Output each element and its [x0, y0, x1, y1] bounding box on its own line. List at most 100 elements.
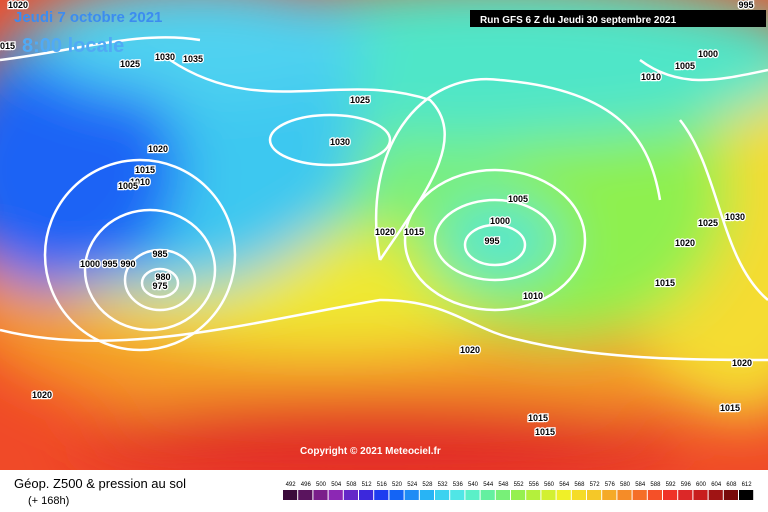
scale-swatch: [647, 490, 662, 500]
scale-label: 552: [514, 482, 525, 488]
scale-swatch: [723, 490, 738, 500]
isobar-label: 1020: [460, 345, 480, 355]
isobar-label: 1035: [183, 54, 203, 64]
scale-label: 532: [438, 482, 449, 488]
scale-label: 588: [650, 482, 661, 488]
isobar-label: 1010: [523, 291, 543, 301]
scale-label: 496: [301, 482, 312, 488]
scale-label: 592: [666, 482, 677, 488]
scale-swatch: [663, 490, 678, 500]
scale-swatch: [313, 490, 328, 500]
scale-swatch: [632, 490, 647, 500]
isobar-label: 1010: [130, 177, 150, 187]
scale-swatch: [495, 490, 510, 500]
isobar-label: 1000: [698, 49, 718, 59]
scale-swatch: [556, 490, 571, 500]
scale-swatch: [511, 490, 526, 500]
scale-label: 504: [331, 482, 342, 488]
run-box: [470, 10, 766, 27]
scale-swatch: [693, 490, 708, 500]
isobar-label: 990: [120, 259, 135, 269]
scale-label: 596: [681, 482, 692, 488]
isobar-label: 1015: [528, 413, 548, 423]
scale-swatch: [435, 490, 450, 500]
isobar-label: 1005: [675, 61, 695, 71]
isobar-label: 1025: [698, 218, 718, 228]
scale-label: 536: [453, 482, 464, 488]
scale-label: 568: [574, 482, 585, 488]
scale-label: 540: [468, 482, 479, 488]
scale-label: 584: [635, 482, 646, 488]
isobar-label: 995: [484, 236, 499, 246]
isobar-label: 1020: [675, 238, 695, 248]
scale-swatch: [389, 490, 404, 500]
scale-label: 516: [377, 482, 388, 488]
footer-subtitle: (+ 168h): [28, 495, 69, 507]
scale-swatch: [526, 490, 541, 500]
scale-swatch: [298, 490, 313, 500]
isobar-label: 1020: [375, 227, 395, 237]
scale-label: 548: [498, 482, 509, 488]
copyright: Copyright © 2021 Meteociel.fr: [300, 446, 441, 457]
isobar-label: 1005: [118, 181, 138, 191]
isobar-label: 1025: [350, 95, 370, 105]
isobar-label: 995: [102, 259, 117, 269]
scale-swatch: [587, 490, 602, 500]
footer-title: Géop. Z500 & pression au sol: [14, 476, 186, 491]
scale-swatch: [404, 490, 419, 500]
scale-label: 492: [286, 482, 297, 488]
isobar-label: 975: [152, 281, 167, 291]
scale-swatch: [739, 490, 754, 500]
scale-swatch: [419, 490, 434, 500]
scale-label: 604: [711, 482, 722, 488]
scale-label: 560: [544, 482, 555, 488]
isobar-label: 1020: [8, 0, 28, 10]
field: [0, 0, 768, 470]
scale-label: 576: [605, 482, 616, 488]
scale-label: 600: [696, 482, 707, 488]
isobar-label: 995: [738, 0, 753, 10]
scale-swatch: [343, 490, 358, 500]
isobar-label: 1010: [641, 72, 661, 82]
isobar-label: 1020: [732, 358, 752, 368]
isobar-label: 1015: [655, 278, 675, 288]
isobar-label: 980: [155, 272, 170, 282]
scale-swatch: [602, 490, 617, 500]
isobars: [0, 36, 768, 362]
isobar-label: 1000: [80, 259, 100, 269]
scale-label: 608: [726, 482, 737, 488]
scale-label: 508: [346, 482, 357, 488]
scale-label: 564: [559, 482, 570, 488]
isobar-label: 1015: [404, 227, 424, 237]
scale-swatch: [678, 490, 693, 500]
isobar-label: 1015: [135, 165, 155, 175]
scale-swatch: [374, 490, 389, 500]
scale-swatch: [708, 490, 723, 500]
scale-swatch: [328, 490, 343, 500]
scale-label: 512: [362, 482, 373, 488]
scale-label: 556: [529, 482, 540, 488]
scale-label: 528: [422, 482, 433, 488]
isobar-label: 1020: [32, 390, 52, 400]
scale-swatch: [541, 490, 556, 500]
isobar-label: 1020: [148, 144, 168, 154]
scale-label: 500: [316, 482, 327, 488]
isobar-label: 1030: [155, 52, 175, 62]
isobar-label: 1015: [720, 403, 740, 413]
isobar-label: 1030: [330, 137, 350, 147]
scale-swatch: [465, 490, 480, 500]
scale-label: 544: [483, 482, 494, 488]
isobar-label: 1025: [120, 59, 140, 69]
scale-swatch: [450, 490, 465, 500]
isobar-label: 1000: [490, 216, 510, 226]
scale-swatch: [480, 490, 495, 500]
run-label: Run GFS 6 Z du Jeudi 30 septembre 2021: [480, 15, 677, 26]
scale-swatch: [283, 490, 298, 500]
scale-label: 524: [407, 482, 418, 488]
isobar-label: 1030: [725, 212, 745, 222]
scale-label: 580: [620, 482, 631, 488]
scale-swatch: [571, 490, 586, 500]
isobar-label: 1015: [535, 427, 555, 437]
date: Jeudi 7 octobre 2021: [14, 9, 162, 26]
